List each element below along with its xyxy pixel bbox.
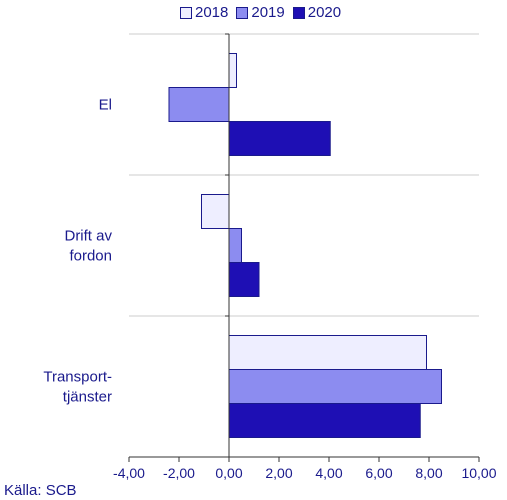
bar-2019-2 [228,369,442,404]
x-tick-label: 8,00 [415,465,442,481]
legend-swatch-2019 [236,6,249,19]
category-label: Drift av [64,228,112,245]
category-label: El [99,97,112,114]
bar-2020-0 [228,121,331,156]
legend-label-2020: 2020 [307,4,342,21]
category-label: fordon [69,248,112,265]
legend-item-2019: 2019 [236,4,285,21]
category-label: Transport- [43,369,112,386]
bar-2018-2 [228,335,427,370]
legend-swatch-2020 [292,6,305,19]
x-tick-label: -4,00 [113,465,145,481]
legend-swatch-2018 [180,6,192,19]
category-label: tjänster [63,389,112,406]
bar-2018-1 [201,194,230,229]
bar-2019-1 [228,228,242,263]
x-tick-label: 2,00 [265,465,292,481]
x-tick-label: 0,00 [215,465,242,481]
legend-item-2020: 2020 [292,4,342,21]
legend: 2018 2019 2020 [180,4,341,21]
x-tick-label: -2,00 [163,465,195,481]
x-tick-label: 6,00 [365,465,392,481]
bar-2020-1 [228,262,260,297]
bar-2019-0 [168,87,230,122]
legend-label-2018: 2018 [195,4,229,21]
bar-2018-0 [228,53,237,88]
legend-item-2018: 2018 [180,4,228,21]
source-note: Källa: SCB [4,482,77,499]
bar-2020-2 [228,403,421,438]
x-tick-label: 4,00 [315,465,342,481]
legend-label-2019: 2019 [251,4,285,21]
x-tick-label: 10,00 [461,465,496,481]
